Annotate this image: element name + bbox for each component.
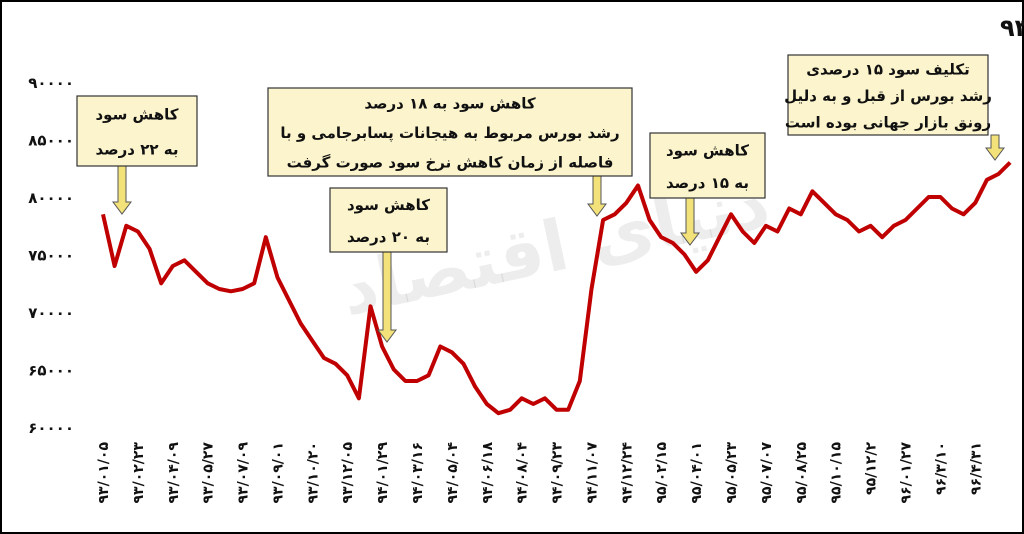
x-tick-label: ۹۴/۰۵/۰۴ [445, 442, 461, 504]
x-tick-label: ۹۴/۰۶/۱۸ [480, 442, 496, 504]
x-tick-label: ۹۶/۳/۱۰ [933, 442, 949, 495]
line [101, 161, 1012, 416]
y-tick-label: ۷۰۰۰۰ [28, 304, 74, 322]
y-tick-label: ۸۵۰۰۰ [28, 132, 74, 150]
x-tick-label: ۹۴/۰۱/۲۹ [375, 442, 391, 504]
x-tick-label: ۹۴/۱۲/۲۴ [619, 442, 635, 504]
x-tick-label: ۹۴/۱۱/۰۷ [584, 442, 600, 504]
x-tick-label: ۹۶/۰۱/۲۷ [898, 442, 914, 504]
annotation-text: به ۲۲ درصد [96, 141, 179, 159]
annotation-text: به ۱۵ درصد [666, 174, 749, 192]
x-tick-label: ۹۵/۰۲/۱۵ [654, 442, 670, 504]
x-tick-label: ۹۴/۰۸/۰۴ [515, 442, 531, 504]
x-tick-label: ۹۴/۰۳/۱۶ [410, 442, 426, 504]
x-tick-label: ۹۳/۰۹/۰۱ [270, 442, 286, 504]
x-tick-label: ۹۳/۱۰/۲۰ [305, 442, 321, 504]
y-tick-label: ۷۵۰۰۰ [28, 247, 74, 265]
annotation-text: رشد بورس مربوط به هیجانات پسابرجامی و با [280, 124, 619, 143]
x-tick-label: ۹۵/۱۰/۱۵ [829, 442, 845, 504]
annotation-text: رشد بورس از قبل و به دلیل [784, 87, 992, 105]
x-tick-label: ۹۵/۱۲/۲ [864, 442, 880, 495]
annotation: تکلیف سود ۱۵ درصدی رشد بورس از قبل و به د… [784, 54, 1005, 161]
annotation-text: تکلیف سود ۱۵ درصدی [806, 60, 970, 78]
x-tick-label: ۹۳/۰۲/۲۳ [131, 442, 147, 504]
annotation-text: به ۲۰ درصد [347, 228, 430, 246]
annotation-box [76, 95, 198, 167]
x-tick-label: ۹۵/۰۴/۰۱ [689, 442, 705, 504]
annotation-box [787, 54, 989, 136]
annotation-box [329, 187, 448, 253]
annotation: کاهش سود به ۱۸ درصد رشد بورس مربوط به هیج… [267, 87, 633, 217]
annotation-text: کاهش سود [666, 141, 749, 159]
x-tick-label: ۹۳/۱۲/۰۵ [340, 442, 356, 504]
annotation-arrow [680, 197, 700, 246]
annotation: کاهش سود به ۲۲ درصد [76, 95, 198, 215]
annotation-text: فاصله از زمان کاهش نرخ سود صورت گرفت [287, 153, 614, 171]
annotation-text: کاهش سود [95, 106, 178, 124]
annotation-arrow [377, 251, 397, 343]
chart-title: نمودار ۲- واکنش بورس به کاهش دستوری نرخ … [1000, 14, 1024, 42]
annotation-box [267, 87, 633, 177]
x-tick-label: ۹۳/۰۷/۰۹ [236, 442, 252, 504]
annotation-arrow [985, 134, 1005, 161]
annotation-arrow [587, 175, 607, 217]
x-tick-label: ۹۵/۰۵/۲۳ [724, 442, 740, 504]
x-tick-label: ۹۴/۰۹/۲۳ [550, 442, 566, 504]
x-tick-label: ۹۳/۰۵/۲۷ [201, 442, 217, 504]
y-tick-label: ۸۰۰۰۰ [28, 189, 74, 207]
annotation-arrow [112, 165, 132, 215]
x-tick-label: ۹۳/۰۴/۰۹ [166, 442, 182, 504]
y-tick-label: ۶۰۰۰۰ [28, 419, 74, 437]
annotation-text: رونق بازار جهانی بوده است [785, 114, 991, 132]
annotation: کاهش سود به ۲۰ درصد [329, 187, 448, 343]
x-tick-label: ۹۳/۰۱/۰۵ [96, 442, 112, 504]
x-tick-label: ۹۵/۰۷/۰۷ [759, 442, 775, 504]
x-tick-label: ۹۶/۴/۳۱ [968, 442, 984, 495]
y-tick-label: ۹۰۰۰۰ [28, 74, 74, 92]
annotation-box [649, 132, 766, 199]
annotation-text: کاهش سود به ۱۸ درصد [364, 95, 536, 113]
annotation: کاهش سود به ۱۵ درصد [649, 132, 766, 246]
y-tick-label: ۶۵۰۰۰ [28, 362, 74, 380]
x-tick-label: ۹۵/۰۸/۲۵ [794, 442, 810, 504]
annotation-text: کاهش سود [347, 196, 430, 214]
